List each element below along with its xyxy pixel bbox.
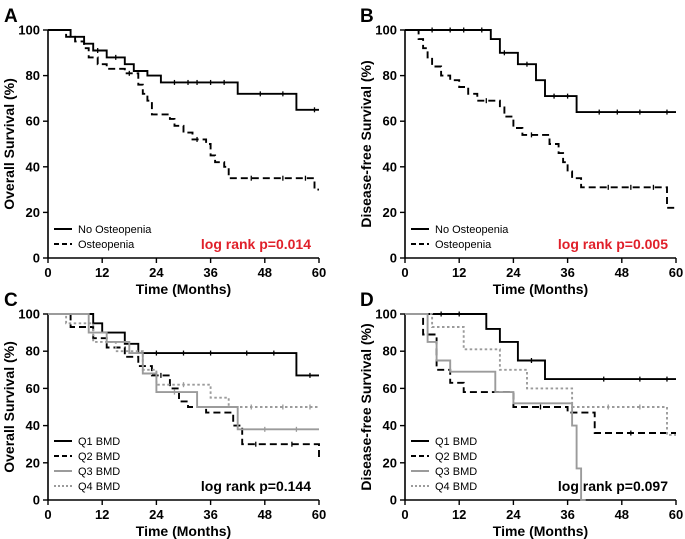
x-tick-label: 24: [506, 507, 521, 522]
y-tick-label: 0: [390, 251, 397, 266]
y-tick-label: 0: [33, 251, 40, 266]
x-tick-label: 0: [401, 507, 408, 522]
legend-label: Q3 BMD: [78, 466, 120, 478]
y-tick-label: 20: [383, 205, 397, 220]
panel-label: A: [4, 6, 18, 27]
y-tick-label: 100: [375, 307, 397, 322]
y-tick-label: 20: [383, 455, 397, 470]
series-line-q4-bmd: [48, 313, 319, 408]
series-line-no-osteopenia: [405, 29, 676, 114]
legend-label: Q4 BMD: [435, 481, 477, 493]
log-rank-annotation: log rank p=0.005: [558, 236, 668, 252]
y-tick-label: 80: [383, 68, 397, 83]
series-line-q2-bmd: [48, 313, 320, 458]
panel-c: C 0 12 24 36 48 60 0 20 40 60 80 100 Time (Months) Ove…: [1, 290, 326, 539]
x-tick-label: 24: [506, 265, 521, 280]
legend-label: Q1 BMD: [78, 436, 120, 448]
legend-label: Osteopenia: [78, 239, 135, 251]
y-tick-label: 80: [26, 68, 40, 83]
log-rank-annotation: log rank p=0.097: [558, 478, 668, 494]
x-tick-label: 12: [452, 265, 466, 280]
x-axis-title: Time (Months): [136, 523, 231, 539]
series-line-osteopenia: [405, 29, 676, 209]
x-tick-label: 0: [401, 265, 408, 280]
legend-label: Q4 BMD: [78, 481, 120, 493]
y-tick-label: 40: [26, 418, 40, 433]
panel-label: C: [4, 290, 18, 311]
x-tick-label: 12: [95, 507, 109, 522]
x-tick-label: 36: [203, 507, 217, 522]
x-axis-title: Time (Months): [493, 523, 588, 539]
y-axis-title: Overall Survival (%): [1, 341, 17, 473]
panel-label: B: [360, 6, 374, 27]
legend-label: Q2 BMD: [435, 451, 477, 463]
x-tick-label: 48: [258, 265, 272, 280]
series-line-q4-bmd: [405, 313, 676, 436]
y-tick-label: 100: [375, 23, 397, 38]
series-line-q1-bmd: [405, 313, 676, 381]
x-axis-title: Time (Months): [136, 281, 231, 297]
x-tick-label: 24: [149, 507, 164, 522]
legend-label: Q3 BMD: [435, 466, 477, 478]
y-tick-label: 80: [26, 344, 40, 359]
series-line-no-osteopenia: [48, 29, 319, 111]
series-line-osteopenia: [48, 29, 319, 191]
x-tick-label: 0: [44, 507, 51, 522]
panel-label: D: [360, 290, 374, 311]
series-line-q3-bmd: [405, 313, 586, 501]
x-tick-label: 36: [560, 265, 574, 280]
x-tick-label: 24: [149, 265, 164, 280]
legend-label: No Osteopenia: [435, 224, 509, 236]
x-tick-label: 12: [95, 265, 109, 280]
legend-label: Osteopenia: [435, 239, 492, 251]
y-tick-label: 20: [26, 205, 40, 220]
log-rank-annotation: log rank p=0.144: [201, 478, 311, 494]
x-tick-label: 48: [615, 265, 629, 280]
x-tick-label: 60: [669, 265, 683, 280]
y-axis-title: Disease-free Survival (%): [358, 323, 374, 490]
x-tick-label: 0: [44, 265, 51, 280]
series-line-q1-bmd: [48, 313, 319, 377]
panel-b: B 0 12 24 36 48 60 0 20 40 60 80 100 Time (Months) Dis…: [358, 6, 683, 297]
legend-label: Q1 BMD: [435, 436, 477, 448]
x-tick-label: 36: [203, 265, 217, 280]
y-axis-title: Disease-free Survival (%): [358, 60, 374, 227]
y-tick-label: 0: [33, 493, 40, 508]
x-tick-label: 36: [560, 507, 574, 522]
x-tick-label: 60: [312, 507, 326, 522]
x-tick-label: 48: [615, 507, 629, 522]
y-tick-label: 60: [383, 114, 397, 129]
y-tick-label: 100: [18, 307, 40, 322]
y-tick-label: 60: [26, 114, 40, 129]
panel-d: D 0 12 24 36 48 60 0 20 40 60 80 100 Time (Months) Dis…: [358, 290, 683, 539]
legend-label: No Osteopenia: [78, 224, 152, 236]
y-tick-label: 20: [26, 455, 40, 470]
y-tick-label: 0: [390, 493, 397, 508]
x-tick-label: 60: [312, 265, 326, 280]
x-tick-label: 60: [669, 507, 683, 522]
x-tick-label: 48: [258, 507, 272, 522]
panel-a: A 0 12 24 36 48 60 0 20 40 60 80 100 Time (Months) Ove…: [1, 6, 326, 297]
y-tick-label: 100: [18, 23, 40, 38]
series-line-q3-bmd: [48, 313, 319, 431]
y-axis-title: Overall Survival (%): [1, 78, 17, 210]
y-tick-label: 60: [26, 381, 40, 396]
series-line-q2-bmd: [405, 313, 676, 434]
log-rank-annotation: log rank p=0.014: [201, 236, 311, 252]
x-axis-title: Time (Months): [493, 281, 588, 297]
legend-label: Q2 BMD: [78, 451, 120, 463]
y-tick-label: 40: [383, 418, 397, 433]
y-tick-label: 60: [383, 381, 397, 396]
x-tick-label: 12: [452, 507, 466, 522]
y-tick-label: 80: [383, 344, 397, 359]
y-tick-label: 40: [383, 159, 397, 174]
y-tick-label: 40: [26, 159, 40, 174]
